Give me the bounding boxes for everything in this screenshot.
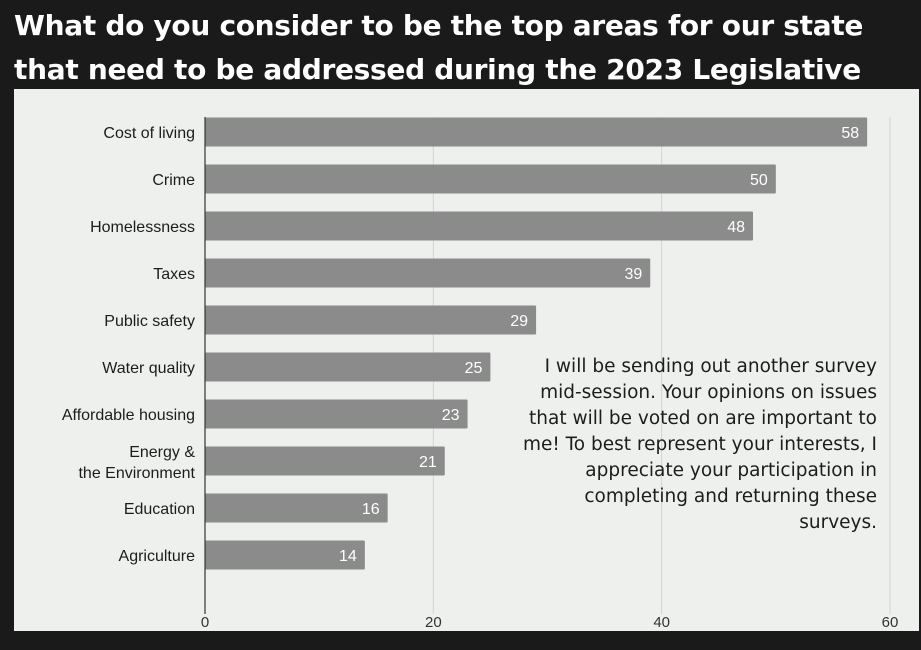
bar-value-label: 50: [750, 172, 768, 189]
page-title: What do you consider to be the top areas…: [14, 9, 864, 130]
bar-value-label: 29: [510, 313, 528, 330]
category-label: Public safety: [104, 313, 195, 330]
bar-value-label: 21: [419, 454, 437, 471]
bar-value-label: 23: [442, 407, 460, 424]
category-label: Energy & the Environment: [78, 444, 195, 482]
category-label: Education: [124, 501, 195, 518]
category-label: Crime: [152, 172, 195, 189]
x-tick-label: 20: [425, 614, 442, 631]
bar-value-label: 16: [362, 501, 380, 518]
bar: [205, 540, 365, 570]
bar-chart: 58 Cost of living 50 Crime 48 Homelessness 39 T…: [62, 117, 899, 631]
chart-panel: 58 Cost of living 50 Crime 48 Homelessness 39 T…: [14, 89, 919, 631]
bar: [205, 117, 868, 147]
category-label: Taxes: [153, 266, 195, 283]
bar: [205, 493, 388, 523]
bar: [205, 446, 445, 476]
bar: [205, 211, 753, 241]
category-label: Affordable housing: [62, 407, 195, 424]
bar: [205, 305, 537, 335]
category-label: Agriculture: [119, 548, 196, 565]
bar: [205, 399, 468, 429]
x-tick-label: 0: [201, 614, 209, 631]
bar-value-label: 39: [624, 266, 642, 283]
bar-value-label: 48: [727, 219, 745, 236]
bar-value-label: 25: [465, 360, 483, 377]
x-tick-label: 60: [882, 614, 899, 631]
x-tick-label: 40: [653, 614, 670, 631]
category-label: Cost of living: [103, 125, 195, 142]
bottom-border: [0, 631, 921, 650]
bar: [205, 352, 491, 382]
bar-value-label: 14: [339, 548, 357, 565]
category-label: Homelessness: [90, 219, 195, 236]
bar-value-label: 58: [841, 125, 859, 142]
survey-note: I will be sending out another survey mid…: [522, 356, 877, 533]
bar: [205, 164, 776, 194]
bar: [205, 258, 651, 288]
category-label: Water quality: [102, 360, 195, 377]
